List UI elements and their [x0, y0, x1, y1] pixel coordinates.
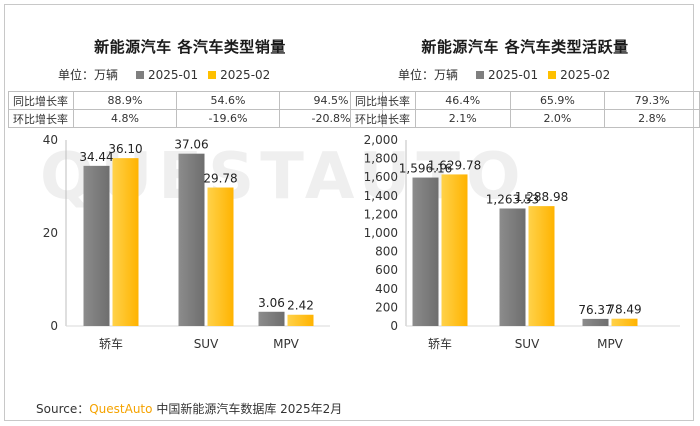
legend-label-feb: 2025-02 — [220, 67, 271, 82]
yoy-row-label: 同比增长率 — [350, 91, 416, 110]
y-tick-label: 1,000 — [364, 226, 398, 240]
unit-label: 单位：万辆 — [58, 68, 119, 82]
bar-2025-02 — [207, 187, 234, 326]
legend-swatch-jan — [476, 70, 485, 79]
legend-label-jan: 2025-01 — [148, 67, 199, 82]
mom-cell: -19.6% — [176, 109, 280, 128]
y-tick-label: 400 — [375, 282, 398, 296]
stats-table-active: 同比增长率 46.4% 65.9% 79.3% 环比增长率 2.1% 2.0% … — [350, 91, 700, 128]
bar-value-label: 1,596.16 — [399, 162, 452, 176]
stats-table-sales: 同比增长率 88.9% 54.6% 94.5% 环比增长率 4.8% -19.6… — [8, 91, 383, 128]
bar-2025-02 — [611, 318, 638, 326]
bar-chart-active: 0 200 400 600 800 1,000 1,200 1,400 1,600 1,800 2,… — [364, 133, 680, 351]
legend-label-feb: 2025-02 — [560, 67, 611, 82]
category-label: SUV — [194, 337, 219, 351]
category-label: 轿车 — [99, 336, 123, 351]
y-tick-label: 200 — [375, 300, 398, 314]
y-tick-label: 0 — [390, 319, 398, 333]
bar-2025-01 — [499, 208, 526, 326]
y-tick-label: 40 — [43, 133, 58, 147]
bar-value-label: 1,629.78 — [428, 158, 481, 172]
bar-2025-01 — [258, 311, 285, 326]
yoy-cell: 88.9% — [73, 91, 177, 110]
legend-label-jan: 2025-01 — [488, 67, 539, 82]
source-brand: QuestAuto — [89, 402, 153, 416]
yoy-row: 同比增长率 46.4% 65.9% 79.3% — [350, 91, 700, 110]
yoy-cell: 79.3% — [604, 91, 700, 110]
bar-2025-01 — [582, 318, 609, 326]
y-tick-label: 20 — [43, 226, 58, 240]
panel-title-sales: 新能源汽车 各汽车类型销量 — [94, 38, 286, 56]
y-tick-label: 1,600 — [364, 170, 398, 184]
bar-2025-02 — [112, 158, 139, 326]
bar-2025-02 — [441, 174, 468, 326]
mom-cell: 2.8% — [604, 109, 700, 128]
source-note: Source：QuestAuto 中国新能源汽车数据库 2025年2月 — [36, 400, 342, 417]
mom-row: 环比增长率 2.1% 2.0% 2.8% — [350, 109, 700, 128]
yoy-row: 同比增长率 88.9% 54.6% 94.5% — [8, 91, 383, 110]
legend-active: 单位：万辆 2025-01 2025-02 — [398, 66, 620, 83]
legend-swatch-feb — [208, 70, 217, 79]
bar-value-label: 1,263.53 — [486, 192, 539, 206]
yoy-cell: 54.6% — [176, 91, 280, 110]
bar-value-label: 78.49 — [607, 303, 641, 317]
chart-frame — [4, 4, 694, 421]
bar-value-label: 2.42 — [287, 299, 314, 313]
legend-item-jan: 2025-01 — [476, 68, 538, 82]
category-label: MPV — [597, 337, 624, 351]
bar-value-label: 29.78 — [203, 172, 237, 186]
bar-2025-01 — [178, 153, 205, 326]
bar-value-label: 1,288.98 — [515, 190, 568, 204]
mom-cell: 4.8% — [73, 109, 177, 128]
mom-cell: 2.1% — [414, 109, 511, 128]
category-label: MPV — [273, 337, 300, 351]
y-tick-label: 2,000 — [364, 133, 398, 147]
legend-swatch-jan — [136, 70, 145, 79]
bar-value-label: 76.37 — [578, 303, 612, 317]
yoy-cell: 65.9% — [509, 91, 606, 110]
mom-cell: 2.0% — [509, 109, 606, 128]
mom-row: 环比增长率 4.8% -19.6% -20.8% — [8, 109, 383, 128]
y-tick-label: 600 — [375, 263, 398, 277]
source-prefix: Source： — [36, 402, 90, 416]
panel-title-active: 新能源汽车 各汽车类型活跃量 — [421, 38, 629, 56]
yoy-cell: 46.4% — [414, 91, 511, 110]
y-tick-label: 0 — [50, 319, 58, 333]
bar-2025-02 — [287, 314, 314, 326]
y-tick-label: 1,400 — [364, 189, 398, 203]
bar-value-label: 36.10 — [108, 142, 142, 156]
yoy-row-label: 同比增长率 — [8, 91, 74, 110]
category-label: SUV — [515, 337, 540, 351]
unit-label: 单位：万辆 — [398, 68, 459, 82]
source-text: 中国新能源汽车数据库 2025年2月 — [156, 402, 343, 416]
legend-sales: 单位：万辆 2025-01 2025-02 — [58, 66, 280, 83]
bar-2025-01 — [83, 165, 110, 326]
bar-value-label: 3.06 — [258, 296, 285, 310]
mom-row-label: 环比增长率 — [8, 109, 74, 128]
bar-value-label: 34.44 — [79, 150, 113, 164]
legend-item-feb: 2025-02 — [208, 68, 270, 82]
bar-value-label: 37.06 — [174, 138, 208, 152]
mom-row-label: 环比增长率 — [350, 109, 416, 128]
y-tick-label: 800 — [375, 245, 398, 259]
legend-item-feb: 2025-02 — [548, 68, 610, 82]
y-tick-label: 1,200 — [364, 207, 398, 221]
y-tick-label: 1,800 — [364, 152, 398, 166]
category-label: 轿车 — [428, 336, 452, 351]
bar-2025-01 — [412, 177, 439, 326]
bar-2025-02 — [528, 206, 555, 326]
legend-swatch-feb — [548, 70, 557, 79]
legend-item-jan: 2025-01 — [136, 68, 198, 82]
